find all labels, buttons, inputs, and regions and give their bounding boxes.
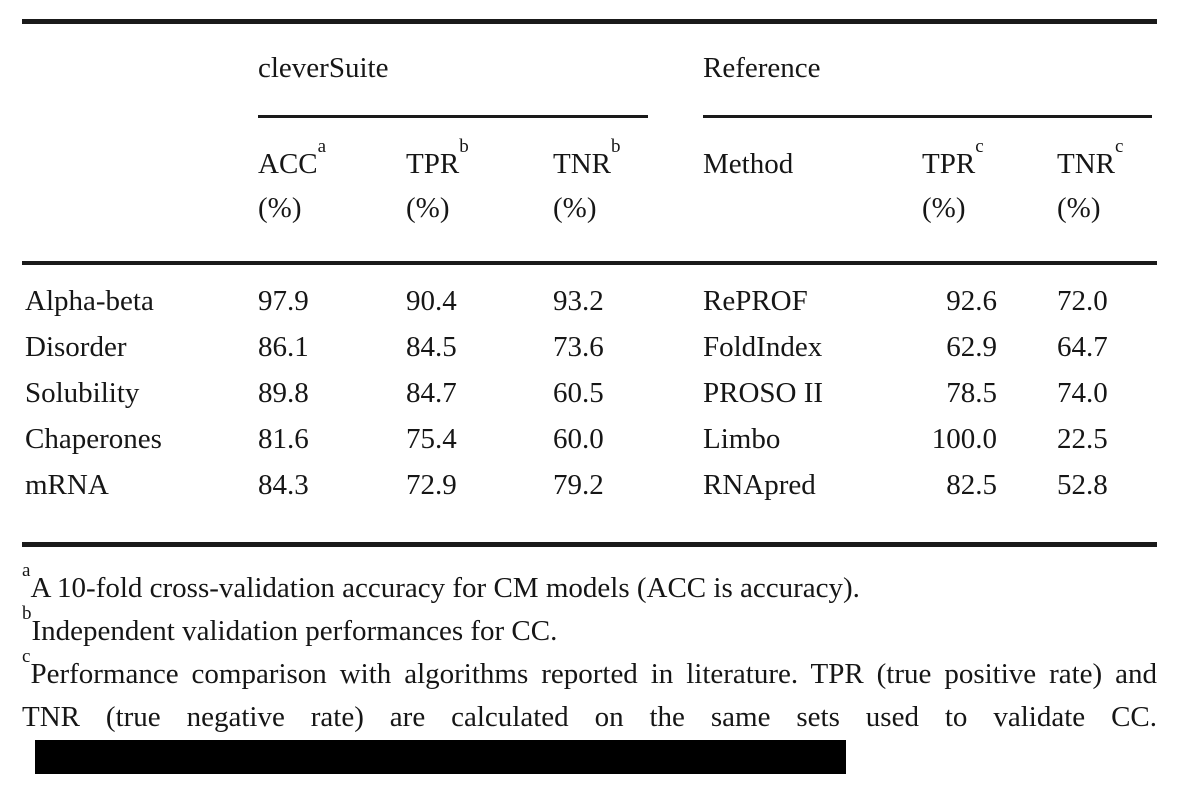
column-header-tnr-b-label: TNR xyxy=(553,148,611,180)
column-header-acc-label: ACC xyxy=(258,148,318,180)
footnote-a: aA 10-fold cross-validation accuracy for… xyxy=(22,561,1157,610)
footnote-a-text: A 10-fold cross-validation accuracy for … xyxy=(30,572,860,604)
cell-tnr-c: 74.0 xyxy=(1057,377,1108,409)
cell-tnr-b: 79.2 xyxy=(553,469,604,501)
group-underline-reference xyxy=(703,115,1152,118)
performance-table: cleverSuite Reference ACCa (%) TPRb (%) … xyxy=(22,19,1157,547)
cell-method: Limbo xyxy=(703,423,781,455)
footnote-c-text: Performance comparison with algorithms r… xyxy=(22,658,1157,733)
group-reference: Reference xyxy=(703,24,1157,118)
row-label: Chaperones xyxy=(25,423,162,455)
column-header-tnr-c-sup: c xyxy=(1115,136,1124,158)
cell-tnr-c: 72.0 xyxy=(1057,285,1108,317)
cell-tpr-c: 78.5 xyxy=(946,377,997,409)
column-header-method: Method xyxy=(703,142,922,261)
table-rule-top xyxy=(22,19,1157,24)
row-label: Solubility xyxy=(25,377,140,409)
group-header-row: cleverSuite Reference xyxy=(22,24,1157,118)
footnote-b-text: Independent validation performances for … xyxy=(31,615,558,647)
group-label-reference: Reference xyxy=(703,52,821,84)
column-header-tnr-b-unit: (%) xyxy=(553,192,597,224)
column-header-acc-unit: (%) xyxy=(258,192,302,224)
column-header-tnr-b-sup: b xyxy=(611,136,621,158)
column-header-tpr-c-unit: (%) xyxy=(922,192,966,224)
cell-method: PROSO II xyxy=(703,377,824,409)
cell-acc: 81.6 xyxy=(258,423,309,455)
footnote-b: bIndependent validation performances for… xyxy=(22,604,1157,653)
redaction-bar xyxy=(35,740,846,774)
footnote-a-sup: a xyxy=(22,560,31,582)
cell-method: RePROF xyxy=(703,285,808,317)
cell-tnr-b: 73.6 xyxy=(553,331,604,363)
column-header-tnr-c-unit: (%) xyxy=(1057,192,1101,224)
cell-acc: 97.9 xyxy=(258,285,309,317)
group-cleversuite: cleverSuite xyxy=(258,24,703,118)
cell-tnr-b: 60.0 xyxy=(553,423,604,455)
column-header-tpr-b-sup: b xyxy=(459,136,469,158)
cell-tpr-c: 82.5 xyxy=(946,469,997,501)
group-underline-cleversuite xyxy=(258,115,648,118)
cell-method: FoldIndex xyxy=(703,331,823,363)
table-footnotes: aA 10-fold cross-validation accuracy for… xyxy=(22,561,1157,782)
column-header-method-label: Method xyxy=(703,148,794,180)
cell-tnr-c: 64.7 xyxy=(1057,331,1108,363)
footnote-b-sup: b xyxy=(22,603,32,625)
cell-tnr-b: 93.2 xyxy=(553,285,604,317)
row-label: Alpha-beta xyxy=(25,285,154,317)
column-header-empty xyxy=(22,142,258,261)
footnote-c-sup: c xyxy=(22,646,31,668)
column-header-tpr-b-unit: (%) xyxy=(406,192,450,224)
row-label: mRNA xyxy=(25,469,109,501)
column-header-tnr-c-label: TNR xyxy=(1057,148,1115,180)
table-body: Alpha-beta 97.9 90.4 93.2 RePROF 92.6 72… xyxy=(22,265,1157,542)
column-header-tnr-c: TNRc (%) xyxy=(997,137,1157,261)
table-rule-bottom xyxy=(22,542,1157,547)
cell-tpr-b: 84.7 xyxy=(406,377,457,409)
footnote-c: cPerformance comparison with algorithms … xyxy=(22,647,1157,782)
cell-tpr-c: 100.0 xyxy=(931,423,997,455)
cell-tnr-c: 52.8 xyxy=(1057,469,1108,501)
cell-acc: 89.8 xyxy=(258,377,309,409)
cell-tnr-b: 60.5 xyxy=(553,377,604,409)
cell-tpr-b: 75.4 xyxy=(406,423,457,455)
column-header-tnr-b: TNRb (%) xyxy=(553,137,703,261)
row-label: Disorder xyxy=(25,331,127,363)
cell-tnr-c: 22.5 xyxy=(1057,423,1108,455)
column-header-tpr-c: TPRc (%) xyxy=(922,137,997,261)
column-header-tpr-b-label: TPR xyxy=(406,148,460,180)
column-header-acc-sup: a xyxy=(317,136,327,158)
column-header-acc: ACCa (%) xyxy=(258,137,406,261)
cell-tpr-b: 72.9 xyxy=(406,469,457,501)
column-header-tpr-c-label: TPR xyxy=(922,148,976,180)
cell-tpr-b: 84.5 xyxy=(406,331,457,363)
table-rule-middle xyxy=(22,261,1157,265)
cell-tpr-c: 62.9 xyxy=(946,331,997,363)
column-header-tpr-b: TPRb (%) xyxy=(406,137,553,261)
cell-acc: 86.1 xyxy=(258,331,309,363)
group-label-cleversuite: cleverSuite xyxy=(258,52,389,84)
cell-acc: 84.3 xyxy=(258,469,309,501)
cell-tpr-b: 90.4 xyxy=(406,285,457,317)
cell-method: RNApred xyxy=(703,469,816,501)
cell-tpr-c: 92.6 xyxy=(946,285,997,317)
group-spacer-cell xyxy=(22,24,258,118)
column-header-tpr-c-sup: c xyxy=(975,136,984,158)
column-header-row: ACCa (%) TPRb (%) TNRb (%) Method TPRc (… xyxy=(22,118,1157,261)
